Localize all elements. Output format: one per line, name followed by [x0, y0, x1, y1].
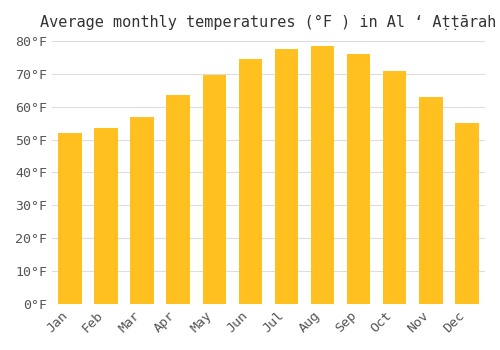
Bar — [58, 133, 82, 304]
Bar — [202, 76, 226, 304]
Bar — [455, 123, 478, 304]
Bar — [166, 95, 190, 304]
Bar — [274, 49, 298, 304]
Bar — [311, 46, 334, 304]
Bar — [94, 128, 118, 304]
Bar — [347, 54, 370, 304]
Bar — [238, 59, 262, 304]
Bar — [419, 97, 442, 304]
Title: Average monthly temperatures (°F ) in Al ‘ Aṭṭārah: Average monthly temperatures (°F ) in Al… — [40, 15, 496, 30]
Bar — [130, 117, 154, 304]
Bar — [383, 70, 406, 304]
